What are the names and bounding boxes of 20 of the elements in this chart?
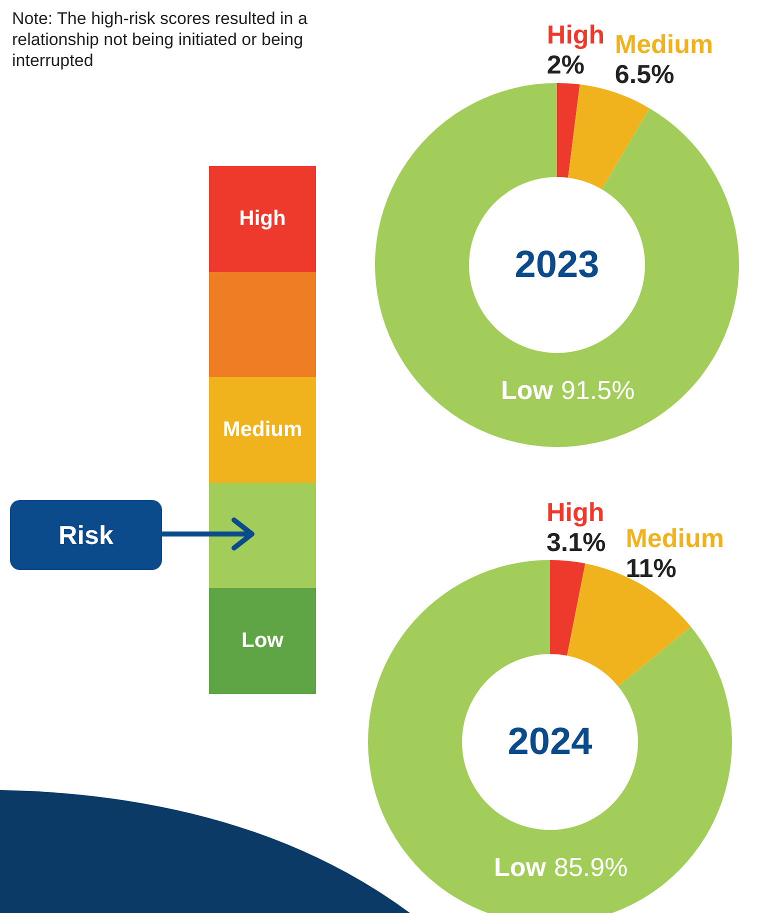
slice-label: Low xyxy=(501,375,554,405)
slice-label: High xyxy=(546,19,605,50)
data-label: 91.5% xyxy=(561,375,635,405)
category-label: Medium xyxy=(209,377,316,483)
text: 2023 xyxy=(514,244,600,286)
text: 2024 xyxy=(508,721,592,763)
data-label: 3.1% xyxy=(546,526,606,557)
slice-label: Low xyxy=(494,852,547,882)
data-label: 2% xyxy=(546,49,585,80)
text: Risk xyxy=(10,500,162,570)
data-label: 6.5% xyxy=(614,59,674,90)
data-label: 11% xyxy=(626,553,676,584)
text: Note: The high-risk scores resulted in a relationship not being initiated or being interrupted xyxy=(12,8,308,71)
data-label: 85.9% xyxy=(554,852,628,882)
category-label: Low xyxy=(209,588,316,694)
risk-scale: High Medium Low xyxy=(209,166,316,694)
slice-label: High xyxy=(546,496,604,527)
category-label: High xyxy=(209,166,316,272)
slice-label: Medium xyxy=(614,29,714,60)
slice-label: Medium xyxy=(626,523,724,554)
